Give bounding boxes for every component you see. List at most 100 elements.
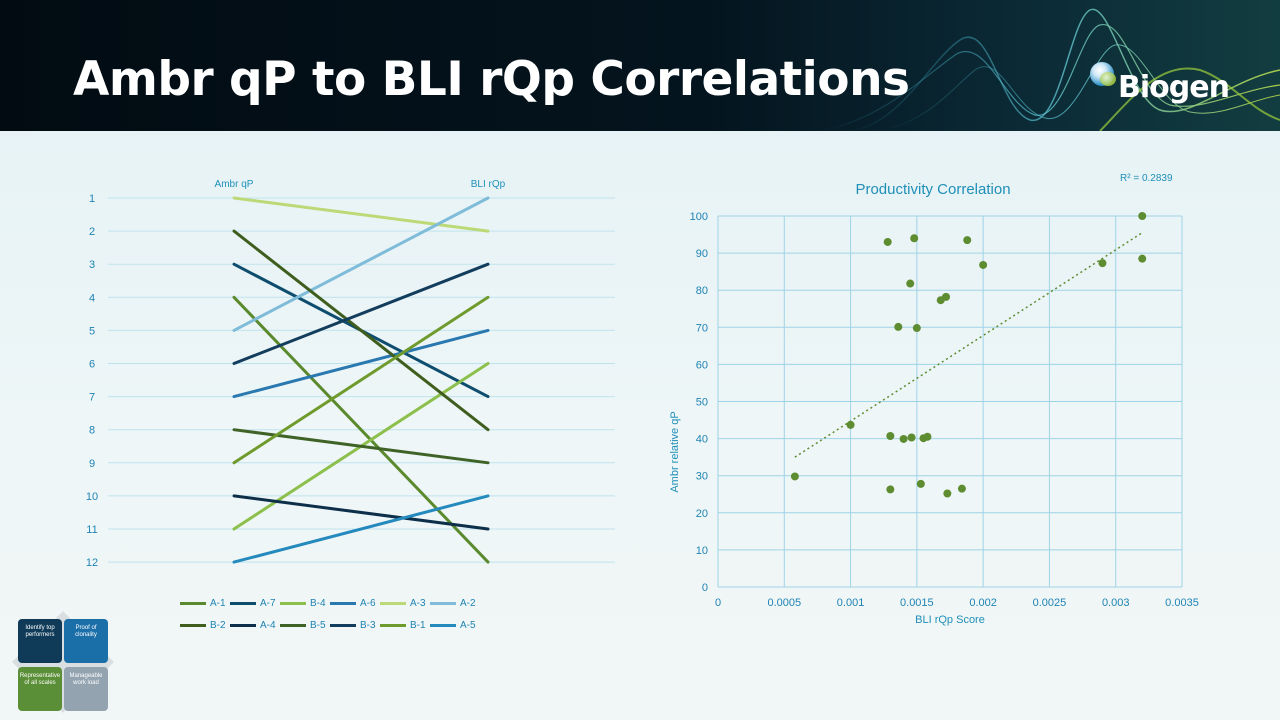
slope-line-b-2 bbox=[232, 229, 490, 432]
legend-item-a-7: A-7 bbox=[230, 598, 280, 609]
slope-line-a-2 bbox=[232, 196, 490, 332]
scatter-y-tick: 10 bbox=[696, 545, 708, 557]
scatter-x-tick: 0.0025 bbox=[1033, 597, 1067, 609]
legend-item-b-1: B-1 bbox=[380, 620, 430, 631]
slope-rank-label: 5 bbox=[89, 325, 95, 337]
smartart-graphic: Identify top performers Proof of clonali… bbox=[12, 611, 114, 717]
legend-label: B-2 bbox=[210, 619, 226, 631]
slope-rank-label: 4 bbox=[89, 292, 95, 304]
legend-swatch bbox=[380, 601, 406, 605]
header-banner: Ambr qP to BLI rQp Correlations Biogen bbox=[0, 0, 1280, 131]
scatter-y-tick: 60 bbox=[696, 359, 708, 371]
scatter-y-tick: 50 bbox=[696, 397, 708, 409]
trendline bbox=[794, 232, 1143, 458]
scatter-x-tick: 0.001 bbox=[837, 597, 865, 609]
legend-label: B-4 bbox=[310, 597, 326, 609]
slope-line-b-5 bbox=[232, 428, 490, 465]
slide-title: Ambr qP to BLI rQp Correlations bbox=[73, 52, 910, 107]
slope-legend: A-1 A-7 B-4 A-6 A-3 A-2 B-2 A-4 B-5 B-3 B-1 A-5 bbox=[180, 592, 520, 636]
legend-swatch bbox=[180, 623, 206, 627]
slope-line-a-3 bbox=[232, 196, 490, 233]
smartart-quad-identify: Identify top performers bbox=[18, 619, 62, 663]
biogen-logo: Biogen bbox=[1088, 60, 1248, 110]
scatter-y-tick: 80 bbox=[696, 285, 708, 297]
scatter-x-tick: 0.0005 bbox=[767, 597, 801, 609]
scatter-point bbox=[886, 485, 895, 494]
slope-line-a-5 bbox=[232, 494, 490, 564]
scatter-point bbox=[906, 279, 915, 288]
legend-row: B-2 A-4 B-5 B-3 B-1 A-5 bbox=[180, 614, 520, 636]
legend-item-a-4: A-4 bbox=[230, 620, 280, 631]
scatter-x-tick: 0.003 bbox=[1102, 597, 1130, 609]
legend-label: A-5 bbox=[460, 619, 476, 631]
slope-line-a-6 bbox=[232, 328, 490, 399]
slope-line-a-4 bbox=[232, 494, 490, 531]
legend-swatch bbox=[230, 601, 256, 605]
legend-label: B-1 bbox=[410, 619, 426, 631]
scatter-y-tick: 100 bbox=[690, 211, 708, 223]
legend-swatch bbox=[380, 623, 406, 627]
slope-rank-label: 8 bbox=[89, 425, 95, 437]
logo-text: Biogen bbox=[1118, 70, 1230, 105]
scatter-x-tick: 0.0035 bbox=[1165, 597, 1199, 609]
legend-item-b-3: B-3 bbox=[330, 620, 380, 631]
legend-swatch bbox=[280, 601, 306, 605]
legend-swatch bbox=[280, 623, 306, 627]
scatter-x-tick: 0 bbox=[715, 597, 721, 609]
scatter-point bbox=[899, 434, 908, 443]
legend-swatch bbox=[330, 601, 356, 605]
scatter-point bbox=[912, 324, 921, 333]
legend-label: A-6 bbox=[360, 597, 376, 609]
legend-label: A-4 bbox=[260, 619, 276, 631]
scatter-x-tick: 0.002 bbox=[969, 597, 997, 609]
legend-label: A-3 bbox=[410, 597, 426, 609]
legend-label: B-3 bbox=[360, 619, 376, 631]
slope-rank-label: 6 bbox=[89, 359, 95, 371]
scatter-point bbox=[1138, 254, 1147, 263]
scatter-y-tick: 30 bbox=[696, 471, 708, 483]
legend-item-b-2: B-2 bbox=[180, 620, 230, 631]
scatter-y-tick: 40 bbox=[696, 434, 708, 446]
legend-item-a-3: A-3 bbox=[380, 598, 430, 609]
legend-row: A-1 A-7 B-4 A-6 A-3 A-2 bbox=[180, 592, 520, 614]
scatter-chart: Productivity Correlation R² = 0.2839 0 10… bbox=[669, 173, 1199, 626]
slope-line-b-3 bbox=[232, 262, 490, 365]
scatter-point bbox=[923, 432, 932, 441]
scatter-point bbox=[943, 489, 952, 498]
scatter-y-axis-label: Ambr relative qP bbox=[669, 411, 681, 492]
legend-swatch bbox=[330, 623, 356, 627]
smartart-quad-representative: Representative of all scales bbox=[18, 667, 62, 711]
scatter-point bbox=[894, 322, 903, 331]
scatter-y-tick: 90 bbox=[696, 248, 708, 260]
slope-rank-label: 1 bbox=[89, 193, 95, 205]
logo-orb-accent-icon bbox=[1100, 72, 1116, 86]
scatter-point bbox=[846, 420, 855, 429]
scatter-point bbox=[942, 292, 951, 301]
scatter-point bbox=[1098, 259, 1107, 268]
scatter-y-tick: 70 bbox=[696, 322, 708, 334]
slope-left-label: Ambr qP bbox=[215, 179, 254, 190]
legend-swatch bbox=[230, 623, 256, 627]
legend-item-a-1: A-1 bbox=[180, 598, 230, 609]
legend-swatch bbox=[430, 601, 456, 605]
slope-rank-label: 10 bbox=[86, 491, 98, 503]
legend-item-a-2: A-2 bbox=[430, 598, 480, 609]
scatter-point bbox=[886, 432, 895, 441]
wave-decoration bbox=[819, 8, 1280, 131]
scatter-point bbox=[790, 472, 799, 481]
slope-rank-label: 9 bbox=[89, 458, 95, 470]
scatter-x-tick: 0.0015 bbox=[900, 597, 934, 609]
r2-label: R² = 0.2839 bbox=[1120, 173, 1173, 184]
scatter-point bbox=[883, 237, 892, 246]
scatter-title: Productivity Correlation bbox=[855, 181, 1010, 198]
slope-rank-label: 2 bbox=[89, 226, 95, 238]
slope-line-a-1 bbox=[232, 295, 490, 564]
scatter-point bbox=[979, 260, 988, 269]
scatter-x-axis-label: BLI rQp Score bbox=[915, 614, 985, 626]
slope-line-b-1 bbox=[232, 295, 490, 465]
legend-swatch bbox=[180, 601, 206, 605]
scatter-y-tick: 20 bbox=[696, 508, 708, 520]
legend-item-a-6: A-6 bbox=[330, 598, 380, 609]
scatter-point bbox=[963, 236, 972, 245]
